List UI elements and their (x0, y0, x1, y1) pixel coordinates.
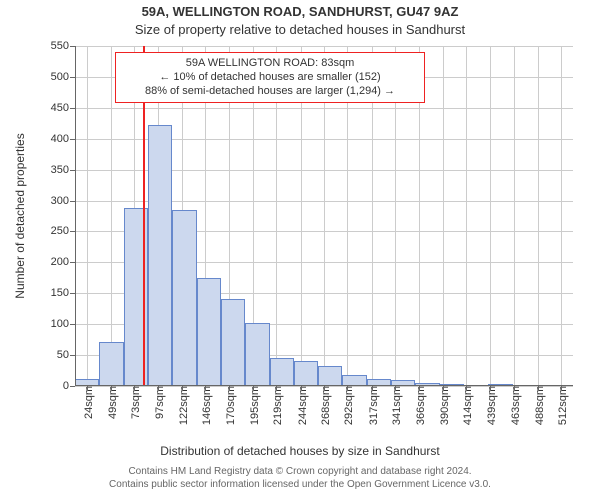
x-tick-mark (466, 386, 467, 391)
x-tick-label: 390sqm (435, 386, 451, 425)
info-box-line2: ← 10% of detached houses are smaller (15… (124, 71, 416, 85)
x-tick-label: 122sqm (174, 386, 190, 425)
x-tick-label: 268sqm (316, 386, 332, 425)
x-tick-mark (347, 386, 348, 391)
x-tick-label: 146sqm (197, 386, 213, 425)
x-tick-mark (443, 386, 444, 391)
x-tick-mark (395, 386, 396, 391)
histogram-bar (148, 125, 172, 386)
x-tick-mark (158, 386, 159, 391)
histogram-bar (172, 210, 196, 386)
gridline-vertical (466, 46, 467, 386)
x-tick-mark (134, 386, 135, 391)
x-tick-mark (87, 386, 88, 391)
histogram-bar (245, 323, 269, 386)
info-box-line1: 59A WELLINGTON ROAD: 83sqm (124, 57, 416, 71)
x-tick-mark (324, 386, 325, 391)
y-tick-mark (70, 386, 75, 387)
x-tick-label: 170sqm (221, 386, 237, 425)
y-axis-line (75, 46, 76, 386)
x-tick-label: 439sqm (482, 386, 498, 425)
x-tick-label: 195sqm (245, 386, 261, 425)
x-tick-label: 512sqm (553, 386, 569, 425)
histogram-bar (294, 361, 318, 386)
footer-line1: Contains HM Land Registry data © Crown c… (0, 466, 600, 479)
histogram-bar (270, 358, 294, 386)
page-subtitle: Size of property relative to detached ho… (0, 22, 600, 38)
info-box-line3: 88% of semi-detached houses are larger (… (124, 85, 416, 99)
x-tick-mark (372, 386, 373, 391)
x-axis-line (75, 385, 573, 386)
gridline-vertical (87, 46, 88, 386)
x-tick-label: 488sqm (530, 386, 546, 425)
x-tick-mark (111, 386, 112, 391)
x-tick-mark (229, 386, 230, 391)
x-tick-label: 366sqm (411, 386, 427, 425)
x-tick-mark (538, 386, 539, 391)
histogram-bar (197, 278, 221, 386)
x-tick-mark (182, 386, 183, 391)
histogram-bar (318, 366, 342, 386)
x-tick-label: 341sqm (387, 386, 403, 425)
info-box: 59A WELLINGTON ROAD: 83sqm ← 10% of deta… (115, 52, 425, 103)
gridline-vertical (111, 46, 112, 386)
gridline-vertical (538, 46, 539, 386)
x-tick-label: 317sqm (364, 386, 380, 425)
x-tick-label: 414sqm (458, 386, 474, 425)
x-tick-mark (205, 386, 206, 391)
x-tick-label: 219sqm (268, 386, 284, 425)
x-tick-mark (419, 386, 420, 391)
y-axis-label: Number of detached properties (13, 133, 27, 298)
gridline-vertical (443, 46, 444, 386)
footer-line2: Contains public sector information licen… (0, 479, 600, 492)
x-tick-label: 244sqm (293, 386, 309, 425)
attribution-footer: Contains HM Land Registry data © Crown c… (0, 466, 600, 491)
x-tick-mark (514, 386, 515, 391)
x-tick-label: 463sqm (506, 386, 522, 425)
gridline-vertical (561, 46, 562, 386)
x-tick-mark (276, 386, 277, 391)
histogram-bar (221, 299, 245, 386)
x-tick-mark (490, 386, 491, 391)
x-axis-label: Distribution of detached houses by size … (0, 444, 600, 458)
x-tick-mark (561, 386, 562, 391)
x-tick-mark (301, 386, 302, 391)
x-tick-label: 292sqm (339, 386, 355, 425)
chart-container: 59A, WELLINGTON ROAD, SANDHURST, GU47 9A… (0, 0, 600, 500)
page-title: 59A, WELLINGTON ROAD, SANDHURST, GU47 9A… (0, 0, 600, 20)
gridline-vertical (490, 46, 491, 386)
gridline-vertical (514, 46, 515, 386)
x-tick-mark (253, 386, 254, 391)
histogram-bar (99, 342, 123, 387)
